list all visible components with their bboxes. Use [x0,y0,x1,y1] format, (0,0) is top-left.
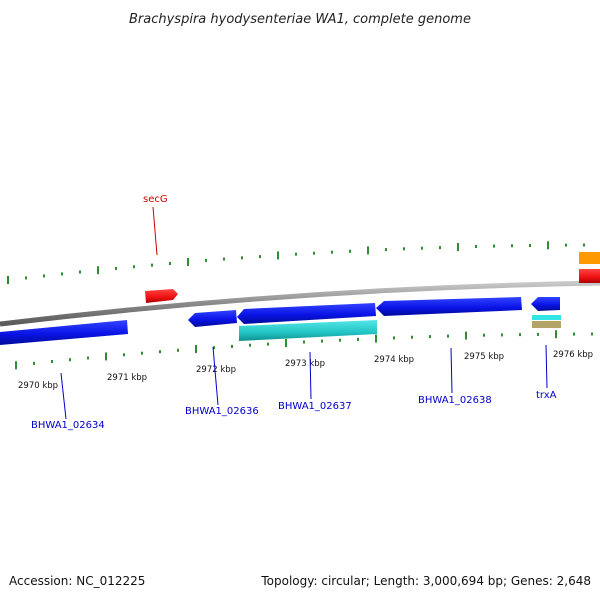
gene-feature-BHWA1_02636[interactable] [188,310,237,327]
leader-line-trxA [545,344,548,389]
leader-line-BHWA1_02638 [450,347,453,394]
gene-feature-BHWA1_02638[interactable] [376,297,522,316]
gene-label-trxA[interactable]: trxA [536,390,557,401]
tick-label: 2976 kbp [553,350,593,360]
gene-feature-BHWA1_02637-rna[interactable] [239,320,377,341]
tick-label: 2975 kbp [464,352,504,362]
gene-feature-BHWA1_02634[interactable] [0,320,128,345]
genome-backbone [0,280,600,327]
map-title: Brachyspira hyodysenteriae WA1, complete… [129,12,471,27]
scale-labels: 2970 kbp 2971 kbp 2972 kbp 2973 kbp 2974… [18,350,593,391]
leader-line-BHWA1_02634 [60,372,67,420]
feature-cyan-small[interactable] [532,315,561,320]
gene-label-BHWA1_02637[interactable]: BHWA1_02637 [278,401,352,412]
gene-label-BHWA1_02636[interactable]: BHWA1_02636 [185,406,259,417]
gene-feature-BHWA1_02637[interactable] [237,303,376,324]
gene-label-BHWA1_02638[interactable]: BHWA1_02638 [418,395,492,406]
leader-line-BHWA1_02636 [212,346,219,406]
outer-tick-marks [7,241,585,284]
gene-label-BHWA1_02634[interactable]: BHWA1_02634 [31,420,105,431]
gene-feature-trxA[interactable] [531,297,560,311]
feature-tan-small[interactable] [532,321,561,328]
accession-text: Accession: NC_012225 [9,574,145,588]
gene-label-secG[interactable]: secG [143,194,168,205]
tick-label: 2974 kbp [374,355,414,365]
tick-label: 2970 kbp [18,381,58,391]
leader-line-BHWA1_02637 [309,351,312,400]
inner-tick-marks [15,330,593,370]
feature-red-edge[interactable] [579,269,600,283]
tick-label: 2972 kbp [196,365,236,375]
tick-label: 2971 kbp [107,373,147,383]
feature-orange-edge[interactable] [579,252,600,264]
genome-summary-text: Topology: circular; Length: 3,000,694 bp… [260,574,591,588]
tick-label: 2973 kbp [285,359,325,369]
leader-line-secG [152,206,158,256]
gene-feature-secG[interactable] [145,289,178,303]
